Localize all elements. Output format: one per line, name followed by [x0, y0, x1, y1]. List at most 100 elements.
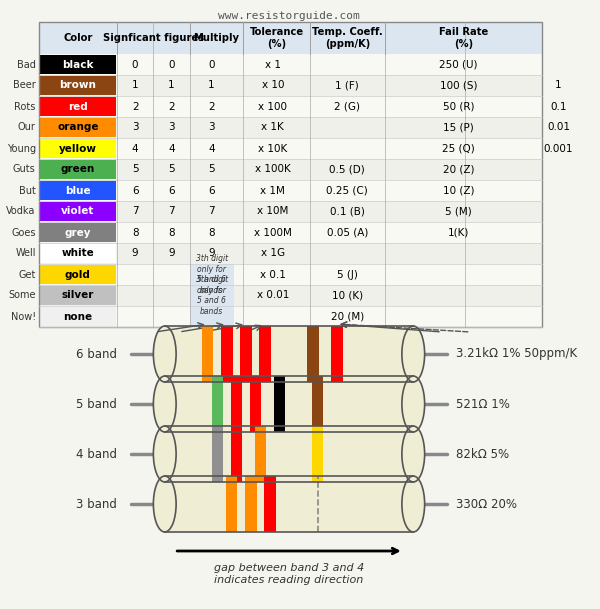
- Text: brown: brown: [59, 80, 96, 91]
- Bar: [264, 476, 275, 532]
- Text: Our: Our: [18, 122, 36, 133]
- Text: 3: 3: [208, 122, 215, 133]
- Text: 330Ω 20%: 330Ω 20%: [456, 498, 517, 510]
- Text: 100 (S): 100 (S): [440, 80, 478, 91]
- Text: Vodka: Vodka: [7, 206, 36, 217]
- Bar: [212, 426, 223, 482]
- Text: 0.01: 0.01: [547, 122, 570, 133]
- Text: Young: Young: [7, 144, 36, 153]
- Text: gap between band 3 and 4
indicates reading direction: gap between band 3 and 4 indicates readi…: [214, 563, 364, 585]
- Text: Some: Some: [8, 290, 36, 300]
- Text: Tolerance
(%): Tolerance (%): [250, 27, 304, 49]
- Bar: [38, 54, 542, 75]
- Text: x 100K: x 100K: [255, 164, 290, 175]
- Text: 5 band: 5 band: [76, 398, 117, 410]
- Text: www.resistorguide.com: www.resistorguide.com: [218, 11, 360, 21]
- Text: 3 band: 3 band: [76, 498, 117, 510]
- Bar: [254, 426, 266, 482]
- Text: x 1K: x 1K: [262, 122, 284, 133]
- Text: x 10M: x 10M: [257, 206, 289, 217]
- Bar: [38, 306, 542, 327]
- Text: x 1: x 1: [265, 60, 281, 69]
- Text: 50 (R): 50 (R): [443, 102, 475, 111]
- Ellipse shape: [402, 426, 425, 482]
- Bar: [274, 376, 285, 432]
- Text: x 100M: x 100M: [254, 228, 292, 238]
- Text: 9: 9: [132, 248, 139, 258]
- Bar: [38, 243, 542, 264]
- Bar: [259, 326, 271, 382]
- Bar: [38, 222, 542, 243]
- Text: 4 band: 4 band: [76, 448, 117, 460]
- Text: 8: 8: [132, 228, 139, 238]
- Text: 6: 6: [168, 186, 175, 195]
- Bar: [38, 285, 542, 306]
- Ellipse shape: [402, 476, 425, 532]
- Text: 5: 5: [208, 164, 215, 175]
- Text: 0.5 (D): 0.5 (D): [329, 164, 365, 175]
- Bar: [221, 326, 233, 382]
- Text: Fail Rate
(%): Fail Rate (%): [439, 27, 488, 49]
- Bar: [40, 55, 116, 74]
- Text: 9: 9: [208, 248, 215, 258]
- Text: But: But: [19, 186, 36, 195]
- Bar: [38, 180, 542, 201]
- Text: Guts: Guts: [13, 164, 36, 175]
- Bar: [40, 181, 116, 200]
- Bar: [40, 139, 116, 158]
- Text: Get: Get: [19, 270, 36, 280]
- Text: 3th digit
only for
5 and 6
bands: 3th digit only for 5 and 6 bands: [196, 275, 227, 315]
- Bar: [230, 376, 242, 432]
- Text: 25 (Q): 25 (Q): [442, 144, 475, 153]
- Text: 7: 7: [208, 206, 215, 217]
- Bar: [38, 22, 542, 327]
- Text: 5: 5: [132, 164, 139, 175]
- Bar: [38, 96, 542, 117]
- Bar: [40, 76, 116, 95]
- Text: orange: orange: [57, 122, 98, 133]
- Text: green: green: [61, 164, 95, 175]
- Bar: [312, 376, 323, 432]
- Text: 4: 4: [132, 144, 139, 153]
- Text: 0.25 (C): 0.25 (C): [326, 186, 368, 195]
- Text: violet: violet: [61, 206, 94, 217]
- Text: grey: grey: [65, 228, 91, 238]
- Text: 0.1 (B): 0.1 (B): [330, 206, 365, 217]
- Text: 0.001: 0.001: [544, 144, 573, 153]
- Bar: [38, 264, 542, 285]
- Text: 0: 0: [168, 60, 175, 69]
- Text: x 0.01: x 0.01: [257, 290, 289, 300]
- Bar: [40, 244, 116, 263]
- Bar: [226, 476, 238, 532]
- Ellipse shape: [154, 326, 176, 382]
- Ellipse shape: [154, 376, 176, 432]
- Bar: [40, 160, 116, 179]
- Bar: [38, 22, 542, 54]
- Text: 2: 2: [208, 102, 215, 111]
- Text: Bad: Bad: [17, 60, 36, 69]
- Bar: [165, 326, 413, 382]
- Text: 4: 4: [208, 144, 215, 153]
- Text: 6 band: 6 band: [76, 348, 117, 361]
- Bar: [38, 117, 542, 138]
- Text: 1: 1: [208, 80, 215, 91]
- Text: 3.21kΩ 1% 50ppm/K: 3.21kΩ 1% 50ppm/K: [456, 348, 577, 361]
- Text: 82kΩ 5%: 82kΩ 5%: [456, 448, 509, 460]
- Text: x 100: x 100: [258, 102, 287, 111]
- Text: 0.1: 0.1: [550, 102, 567, 111]
- Text: Temp. Coeff.
(ppm/K): Temp. Coeff. (ppm/K): [312, 27, 383, 49]
- Text: 1(K): 1(K): [448, 228, 469, 238]
- Text: 1: 1: [132, 80, 139, 91]
- Text: 7: 7: [132, 206, 139, 217]
- Text: 0: 0: [208, 60, 215, 69]
- Text: 10 (K): 10 (K): [332, 290, 363, 300]
- Ellipse shape: [402, 376, 425, 432]
- Text: 5: 5: [168, 164, 175, 175]
- Text: 5 (J): 5 (J): [337, 270, 358, 280]
- Bar: [40, 118, 116, 137]
- Text: 3: 3: [132, 122, 139, 133]
- Bar: [307, 326, 319, 382]
- Ellipse shape: [154, 426, 176, 482]
- Text: Goes: Goes: [11, 228, 36, 238]
- Bar: [190, 264, 233, 327]
